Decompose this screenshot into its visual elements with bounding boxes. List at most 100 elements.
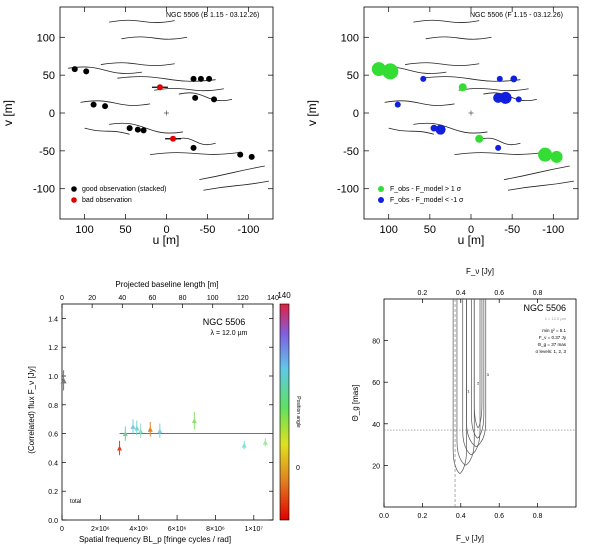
y-tick-label: -50 — [343, 146, 359, 158]
positive-residual-point — [475, 134, 484, 143]
legend-marker-bad — [71, 197, 77, 203]
top-tick-label: 20 — [88, 295, 96, 302]
top-tick-label: 0.6 — [494, 290, 504, 297]
good-observation-point — [192, 94, 199, 101]
chi2-map-top-xlabel: F_ν [Jy] — [466, 267, 494, 276]
uv-coverage-tracks — [68, 19, 269, 191]
uv-track — [100, 62, 175, 66]
y-tick-label: 80 — [372, 339, 380, 346]
y-tick-label: 1.0 — [48, 374, 58, 381]
x-tick-label: -50 — [200, 224, 216, 236]
good-observation-point — [90, 101, 97, 108]
x-tick-label: 0.8 — [533, 513, 543, 520]
negative-residual-point — [430, 125, 437, 132]
y-tick-label: 100 — [341, 32, 359, 44]
uv-track — [84, 127, 130, 135]
uv-track — [80, 100, 151, 106]
correlated-flux-subtitle: λ = 12.0 µm — [211, 330, 248, 337]
y-tick-label: 0.6 — [48, 432, 58, 439]
chi2-map-ylabel: Θ_g [mas] — [351, 385, 360, 422]
x-tick-label: -100 — [542, 224, 564, 236]
uv-residual-ylabel: v [m] — [305, 100, 319, 126]
colorbar-top-label: 140 — [277, 291, 291, 300]
top-tick-label: 140 — [267, 295, 279, 302]
positive-residual-point — [458, 83, 467, 92]
x-tick-label: 8×10⁶ — [206, 526, 225, 533]
negative-residual-point — [394, 101, 401, 108]
x-tick-label: 1×10⁷ — [245, 526, 264, 533]
insignificant-residual-point — [510, 75, 518, 83]
top-tick-label: 0.4 — [456, 290, 466, 297]
flux-point — [138, 428, 144, 434]
negative-residual-point — [499, 91, 512, 104]
x-tick-label: 0.0 — [379, 513, 389, 520]
uv-coverage-axes: 100 50 0 -50 -100 100 50 0 -50 -100 — [33, 7, 273, 236]
colorbar-bottom-label: 0 — [296, 465, 300, 472]
x-tick-label: 0.2 — [418, 513, 428, 520]
chi2-contour — [452, 299, 467, 474]
x-tick-label: 0.4 — [456, 513, 466, 520]
y-tick-label: 0.2 — [48, 489, 58, 496]
contour-level-label: 3 — [487, 372, 490, 377]
y-tick-label: 0 — [353, 108, 359, 120]
x-tick-label: 4×10⁶ — [129, 526, 148, 533]
uv-track — [413, 19, 480, 23]
positive-residual-point — [382, 63, 399, 80]
flux-point — [147, 426, 153, 432]
y-tick-label: -100 — [33, 184, 55, 196]
correlated-flux-title: NGC 5506 — [203, 317, 246, 327]
uv-track — [405, 62, 480, 66]
good-observation-point — [71, 66, 78, 73]
correlated-flux-panel: 0 2×10⁶ 4×10⁶ 6×10⁶ 8×10⁶ 1×10⁷ 0.0 0.2 0.4 0.6 0.… — [27, 280, 301, 544]
negative-residual-point — [420, 75, 427, 82]
chi2-map-xlabel: F_ν [Jy] — [456, 534, 484, 543]
good-observation-point — [211, 96, 218, 103]
uv-track — [413, 122, 488, 134]
chi2-legend-line: min χ² = 5.1 — [542, 328, 566, 333]
total-flux-label: total — [70, 499, 81, 505]
uv-track — [425, 36, 492, 40]
uv-track — [479, 137, 521, 145]
uv-track — [203, 180, 269, 191]
good-observation-point — [197, 75, 204, 82]
y-tick-label: 50 — [43, 70, 55, 82]
good-observation-point — [190, 75, 197, 82]
chi2-map-legend: min χ² = 5.1 F_ν = 0.37 Jy Θ_g = 37 mas … — [535, 328, 566, 354]
uv-coverage-points — [71, 66, 255, 160]
top-tick-label: 60 — [149, 295, 157, 302]
x-tick-label: 50 — [119, 224, 131, 236]
x-tick-label: 100 — [380, 224, 398, 236]
bad-observation-point — [170, 135, 177, 142]
contour-level-label: 2 — [477, 380, 480, 385]
negative-residual-point — [496, 75, 503, 82]
uv-coverage-ylabel: v [m] — [1, 100, 15, 126]
uv-track — [109, 122, 183, 134]
uv-track — [384, 100, 455, 106]
y-tick-label: 1.4 — [48, 316, 58, 323]
good-observation-point — [237, 151, 244, 158]
correlated-flux-xlabel: Spatial frequency BL_p [fringe cycles / … — [79, 535, 231, 544]
good-observation-point — [206, 75, 213, 82]
uv-track — [68, 66, 142, 74]
chi2-legend-line: Θ_g = 37 mas — [538, 342, 567, 347]
chi2-map-contours: 1 2 3 — [452, 299, 490, 474]
uv-track — [458, 88, 529, 92]
chi2-map-title: NGC 5506 — [523, 303, 566, 313]
negative-residual-point — [510, 75, 517, 82]
x-tick-label: 50 — [424, 224, 436, 236]
correlated-flux-frame — [61, 303, 274, 521]
uv-track — [454, 151, 546, 156]
chi2-map-subtitle: λ = 12.0 µm — [545, 316, 567, 321]
correlated-flux-ylabel: (Correlated) flux F_ν [Jy] — [27, 366, 36, 454]
insignificant-residual-point — [430, 124, 438, 132]
uv-track — [507, 180, 574, 191]
position-angle-colorbar — [279, 303, 290, 521]
uv-residual-axes: 100 50 0 -50 -100 100 50 0 -50 -100 — [337, 7, 578, 236]
legend-marker-negative — [378, 197, 384, 203]
chi2-contour — [462, 299, 481, 456]
flux-point — [241, 442, 247, 448]
good-observation-point — [134, 126, 141, 133]
uv-coverage-xlabel: u [m] — [153, 233, 180, 247]
